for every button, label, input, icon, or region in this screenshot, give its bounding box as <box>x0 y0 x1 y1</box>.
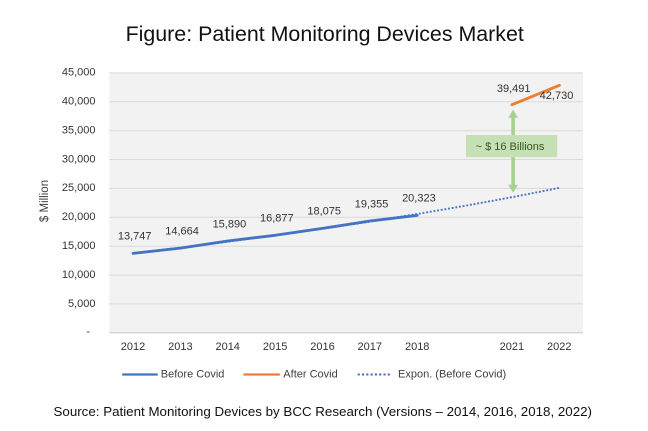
svg-text:10,000: 10,000 <box>62 269 96 281</box>
svg-text:42,730: 42,730 <box>540 90 574 102</box>
svg-text:2017: 2017 <box>358 341 382 353</box>
svg-text:45,000: 45,000 <box>62 67 96 79</box>
svg-text:$ Million: $ Million <box>39 180 51 222</box>
svg-text:Figure: Patient Monitoring Dev: Figure: Patient Monitoring Devices Marke… <box>126 22 524 46</box>
svg-text:2018: 2018 <box>405 341 429 353</box>
svg-text:2013: 2013 <box>168 341 192 353</box>
svg-text:20,000: 20,000 <box>62 211 96 223</box>
svg-text:~ $ 16 Billions: ~ $ 16 Billions <box>476 141 545 153</box>
svg-text:2021: 2021 <box>500 341 524 353</box>
svg-text:-: - <box>86 326 90 338</box>
svg-text:20,323: 20,323 <box>402 193 436 205</box>
svg-text:2016: 2016 <box>310 341 334 353</box>
svg-text:16,877: 16,877 <box>260 213 294 225</box>
svg-text:35,000: 35,000 <box>62 124 96 136</box>
svg-text:Before Covid: Before Covid <box>161 368 225 380</box>
svg-text:2014: 2014 <box>215 341 239 353</box>
svg-text:2022: 2022 <box>547 341 571 353</box>
svg-text:2012: 2012 <box>121 341 145 353</box>
svg-text:30,000: 30,000 <box>62 153 96 165</box>
svg-text:18,075: 18,075 <box>307 206 341 218</box>
svg-text:25,000: 25,000 <box>62 182 96 194</box>
svg-text:Expon. (Before Covid): Expon. (Before Covid) <box>398 368 506 380</box>
svg-text:15,890: 15,890 <box>213 218 247 230</box>
svg-text:13,747: 13,747 <box>118 231 152 243</box>
svg-text:Source: Patient Monitoring Dev: Source: Patient Monitoring Devices by BC… <box>54 404 593 419</box>
svg-text:2015: 2015 <box>263 341 287 353</box>
svg-text:19,355: 19,355 <box>355 198 389 210</box>
svg-text:39,491: 39,491 <box>497 83 531 95</box>
svg-text:40,000: 40,000 <box>62 96 96 108</box>
svg-text:After Covid: After Covid <box>283 368 337 380</box>
svg-text:14,664: 14,664 <box>165 225 199 237</box>
svg-text:15,000: 15,000 <box>62 240 96 252</box>
svg-text:5,000: 5,000 <box>68 298 96 310</box>
